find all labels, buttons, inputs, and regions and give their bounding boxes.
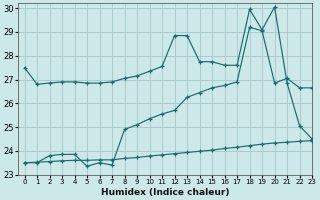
X-axis label: Humidex (Indice chaleur): Humidex (Indice chaleur): [101, 188, 229, 197]
